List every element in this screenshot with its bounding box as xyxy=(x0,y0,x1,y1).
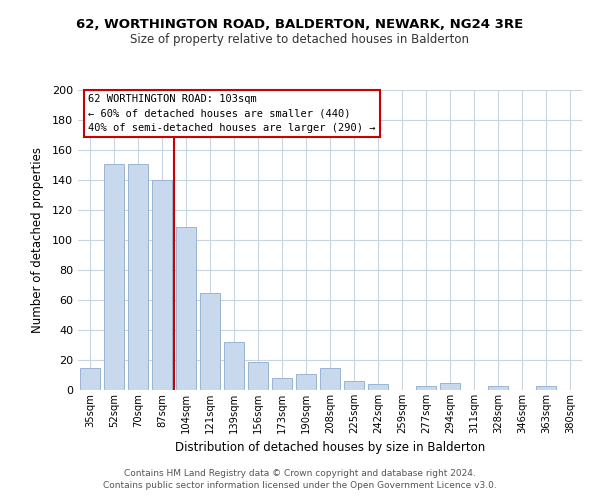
Text: Size of property relative to detached houses in Balderton: Size of property relative to detached ho… xyxy=(131,32,470,46)
Bar xyxy=(440,382,460,390)
Bar xyxy=(224,342,244,390)
Bar xyxy=(296,374,316,390)
Bar xyxy=(176,226,196,390)
Text: Contains HM Land Registry data © Crown copyright and database right 2024.: Contains HM Land Registry data © Crown c… xyxy=(124,468,476,477)
Bar xyxy=(320,368,340,390)
Bar xyxy=(128,164,148,390)
Bar xyxy=(488,386,508,390)
Bar xyxy=(152,180,172,390)
Bar xyxy=(416,386,436,390)
Bar xyxy=(200,292,220,390)
Text: Contains public sector information licensed under the Open Government Licence v3: Contains public sector information licen… xyxy=(103,481,497,490)
Bar xyxy=(344,381,364,390)
Bar xyxy=(104,164,124,390)
Bar xyxy=(536,386,556,390)
Y-axis label: Number of detached properties: Number of detached properties xyxy=(31,147,44,333)
Bar xyxy=(272,378,292,390)
X-axis label: Distribution of detached houses by size in Balderton: Distribution of detached houses by size … xyxy=(175,442,485,454)
Bar xyxy=(248,362,268,390)
Bar xyxy=(368,384,388,390)
Bar xyxy=(80,368,100,390)
Text: 62, WORTHINGTON ROAD, BALDERTON, NEWARK, NG24 3RE: 62, WORTHINGTON ROAD, BALDERTON, NEWARK,… xyxy=(76,18,524,30)
Text: 62 WORTHINGTON ROAD: 103sqm
← 60% of detached houses are smaller (440)
40% of se: 62 WORTHINGTON ROAD: 103sqm ← 60% of det… xyxy=(88,94,376,134)
